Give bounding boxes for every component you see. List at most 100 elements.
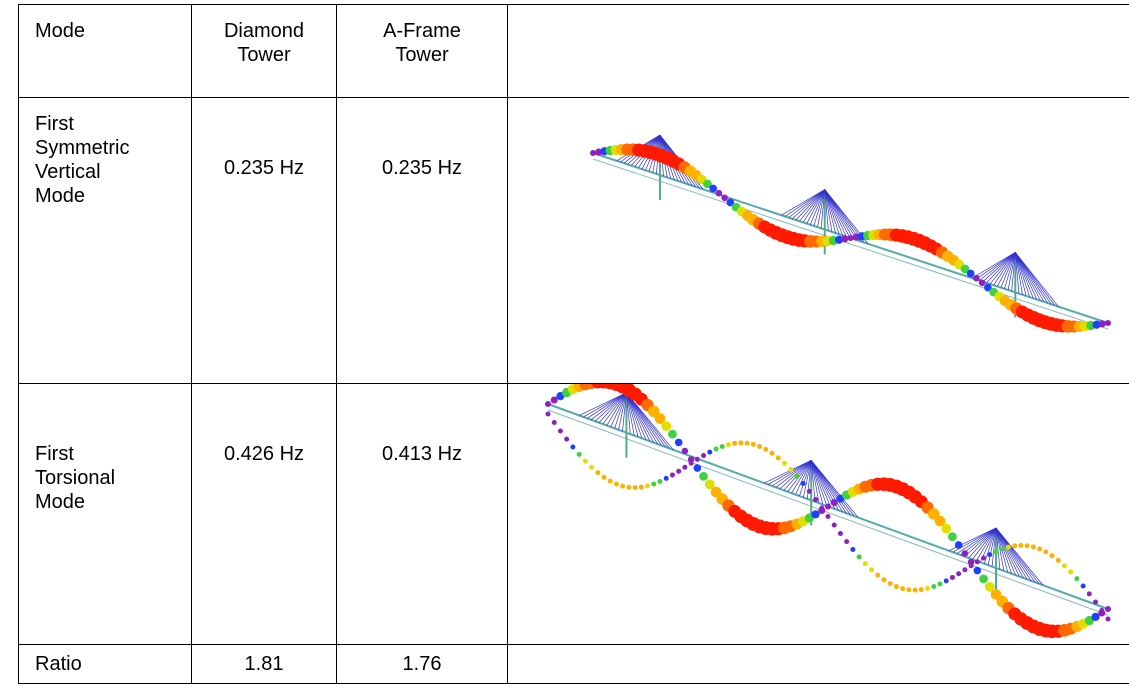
mode-dot — [975, 559, 980, 564]
mode-dot — [577, 452, 582, 457]
mode-dot — [962, 550, 969, 557]
mode-dot — [714, 447, 719, 452]
mode-dot — [776, 455, 781, 460]
mode-dot — [589, 465, 594, 470]
mode-dot — [626, 485, 631, 490]
mode-dot — [869, 567, 874, 572]
mode-dot — [620, 484, 625, 489]
mode-dot — [720, 444, 725, 449]
mode-dot — [925, 586, 930, 591]
mode-dot — [608, 479, 613, 484]
mode-dot — [969, 563, 974, 568]
mode-dot — [695, 457, 700, 462]
mode-dot — [1099, 608, 1104, 613]
mode-dot — [689, 461, 694, 466]
mode-dot — [931, 584, 936, 589]
bridge-mode-image — [508, 98, 1129, 383]
mode-dot — [757, 444, 762, 449]
mode-dot — [651, 481, 656, 486]
mode-dot — [857, 554, 862, 559]
mode-dot — [675, 439, 683, 447]
mode-dot — [1012, 543, 1017, 548]
mode-dot — [668, 430, 677, 439]
empty-cell — [508, 5, 1129, 98]
mode-dot — [661, 421, 671, 431]
mode-dot — [658, 479, 663, 484]
mode-dot — [682, 448, 689, 455]
mode-dot — [645, 483, 650, 488]
cable — [825, 190, 843, 236]
mode-dot — [614, 482, 619, 487]
mode-cell: First Torsional Mode — [19, 384, 192, 645]
mode-dot — [1068, 569, 1073, 574]
image-cell — [508, 98, 1129, 384]
mode-dot — [694, 464, 702, 472]
mode-dot — [546, 412, 551, 417]
mode-dot — [955, 541, 963, 549]
mode-dot — [948, 532, 957, 541]
mode-dot — [701, 453, 706, 458]
mode-dot — [1106, 617, 1111, 622]
value-cell: 0.426 Hz — [192, 384, 337, 645]
mode-dot — [819, 505, 824, 510]
mode-dot — [919, 587, 924, 592]
mode-dot — [545, 401, 551, 407]
header-text: A-Frame Tower — [377, 19, 467, 67]
table-row: First Symmetric Vertical Mode 0.235 Hz 0… — [19, 98, 1129, 384]
mode-dot — [1006, 545, 1011, 550]
mode-dot — [1031, 544, 1036, 549]
mode-dot — [633, 485, 638, 490]
mode-dot — [888, 581, 893, 586]
mode-dot — [894, 584, 899, 589]
modes-table: Mode Diamond Tower A-Frame Tower First S… — [18, 4, 1129, 684]
mode-dot — [825, 504, 831, 510]
bridge-deck — [548, 410, 1108, 615]
mode-dot — [676, 469, 681, 474]
mode-dot — [788, 467, 793, 472]
mode-dot — [979, 280, 986, 287]
mode-dot — [941, 524, 951, 534]
mode-dot — [570, 444, 575, 449]
mode-dot — [841, 235, 848, 242]
header-cell: Mode — [19, 5, 192, 98]
mode-dot — [738, 440, 743, 445]
mode-dot — [1000, 547, 1005, 552]
mode-dot — [848, 235, 854, 241]
mode-dot — [590, 150, 596, 156]
mode-dot — [906, 587, 911, 592]
mode-dot — [751, 442, 756, 447]
mode-dot — [863, 561, 868, 566]
mode-dot — [1056, 558, 1061, 563]
mode-dot — [794, 474, 799, 479]
value-cell: 0.235 Hz — [337, 98, 508, 384]
mode-dot — [801, 481, 806, 486]
mode-dot — [732, 441, 737, 446]
mode-dot — [558, 428, 563, 433]
mode-dot — [826, 514, 831, 519]
cable — [785, 190, 825, 217]
mode-dot — [838, 531, 843, 536]
table-row: Ratio 1.81 1.76 — [19, 645, 1129, 684]
mode-dot — [699, 472, 708, 481]
mode-dot — [938, 581, 943, 586]
mode-cell: Ratio — [19, 645, 192, 684]
mode-dot — [1050, 553, 1055, 558]
mode-dot — [552, 420, 557, 425]
mode-dot — [981, 556, 986, 561]
mode-dot — [583, 459, 588, 464]
mode-dot — [813, 497, 818, 502]
mode-dot — [1074, 576, 1079, 581]
header-cell: Diamond Tower — [192, 5, 337, 98]
mode-dot — [1081, 584, 1086, 589]
bridge-mode-image — [508, 384, 1129, 644]
mode-dot — [950, 575, 955, 580]
mode-dot — [844, 539, 849, 544]
value-cell: 0.235 Hz — [192, 98, 337, 384]
mode-dot — [1018, 543, 1023, 548]
mode-dot — [564, 437, 569, 442]
mode-text: First Torsional Mode — [35, 442, 155, 514]
value-cell: 0.413 Hz — [337, 384, 508, 645]
cable — [976, 252, 1016, 279]
mode-dot — [782, 461, 787, 466]
mode-dot — [1062, 563, 1067, 568]
